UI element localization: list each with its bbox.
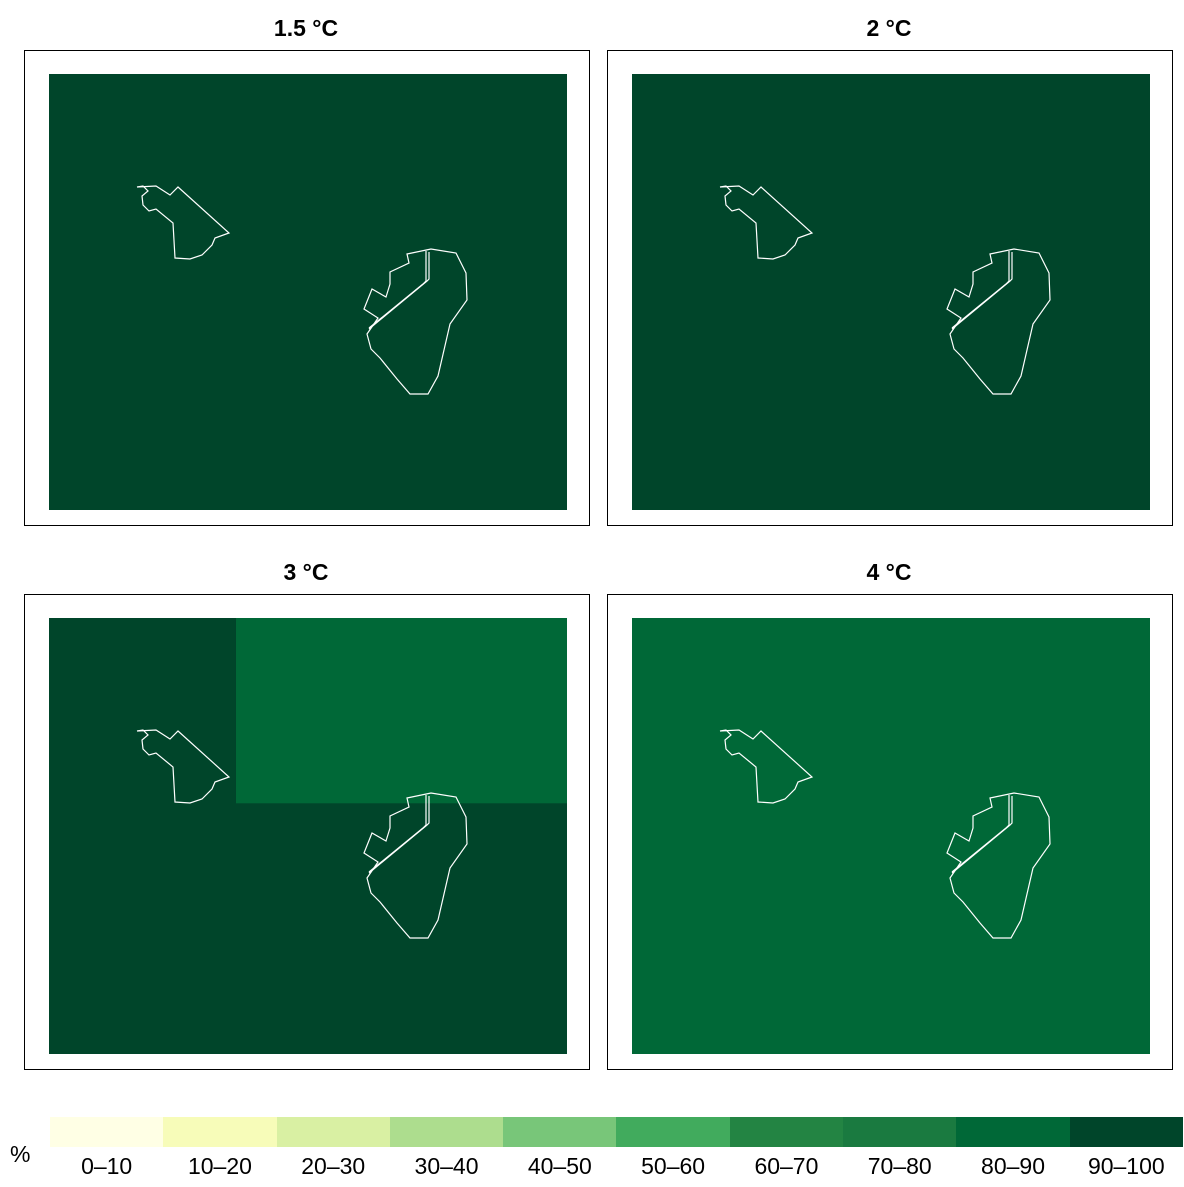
legend-label-3: 20–30 bbox=[301, 1153, 366, 1179]
region-outline-west bbox=[719, 185, 814, 260]
region-divider-line bbox=[368, 796, 430, 874]
legend-swatch-2 bbox=[163, 1117, 277, 1147]
panel-title-1: 1.5 °C bbox=[273, 15, 339, 41]
map-3 bbox=[49, 618, 567, 1054]
region-divider-line bbox=[368, 252, 430, 330]
panel-title-3: 3 °C bbox=[283, 559, 329, 585]
legend-swatch-6 bbox=[616, 1117, 730, 1147]
map-4 bbox=[632, 618, 1150, 1054]
legend-swatch-1 bbox=[50, 1117, 164, 1147]
region-divider-line bbox=[951, 796, 1013, 874]
legend-label-9: 80–90 bbox=[981, 1153, 1045, 1179]
legend-swatch-3 bbox=[276, 1117, 390, 1147]
legend-swatch-10 bbox=[1069, 1117, 1183, 1147]
legend-unit: % bbox=[10, 1141, 31, 1167]
legend-colorbar bbox=[50, 1117, 1183, 1147]
legend-labels: 0–10 10–20 20–30 30–40 40–50 50–60 60–70 70–80 8… bbox=[50, 1152, 1183, 1182]
region-outline-west bbox=[136, 185, 231, 260]
legend-label-5: 40–50 bbox=[527, 1153, 592, 1179]
map-cell-1 bbox=[632, 618, 1150, 1054]
legend-label-6: 50–60 bbox=[641, 1153, 706, 1179]
legend-swatch-4 bbox=[389, 1117, 504, 1147]
legend-label-10: 90–100 bbox=[1087, 1153, 1165, 1179]
legend-swatch-5 bbox=[503, 1117, 617, 1147]
region-divider-line bbox=[951, 252, 1013, 330]
legend-label-8: 70–80 bbox=[867, 1153, 932, 1179]
legend-label-1: 0–10 bbox=[81, 1153, 133, 1179]
map-cell-1 bbox=[49, 74, 567, 510]
legend-swatch-9 bbox=[956, 1117, 1070, 1147]
panel-title-2: 2 °C bbox=[866, 15, 912, 41]
map-panel-1 bbox=[24, 50, 590, 526]
legend-swatch-7 bbox=[729, 1117, 844, 1147]
legend-label-2: 10–20 bbox=[187, 1153, 252, 1179]
legend-label-4: 30–40 bbox=[414, 1153, 479, 1179]
map-cell-1 bbox=[632, 74, 1150, 510]
map-cell-2 bbox=[235, 618, 567, 804]
region-outline-west bbox=[136, 729, 231, 804]
region-outline-west bbox=[719, 729, 814, 804]
legend-swatch-8 bbox=[843, 1117, 957, 1147]
map-panel-4 bbox=[607, 594, 1173, 1070]
panel-title-4: 4 °C bbox=[866, 559, 912, 585]
map-2 bbox=[632, 74, 1150, 510]
map-panel-2 bbox=[607, 50, 1173, 526]
map-1 bbox=[49, 74, 567, 510]
map-panel-3 bbox=[24, 594, 590, 1070]
legend-label-7: 60–70 bbox=[754, 1153, 819, 1179]
